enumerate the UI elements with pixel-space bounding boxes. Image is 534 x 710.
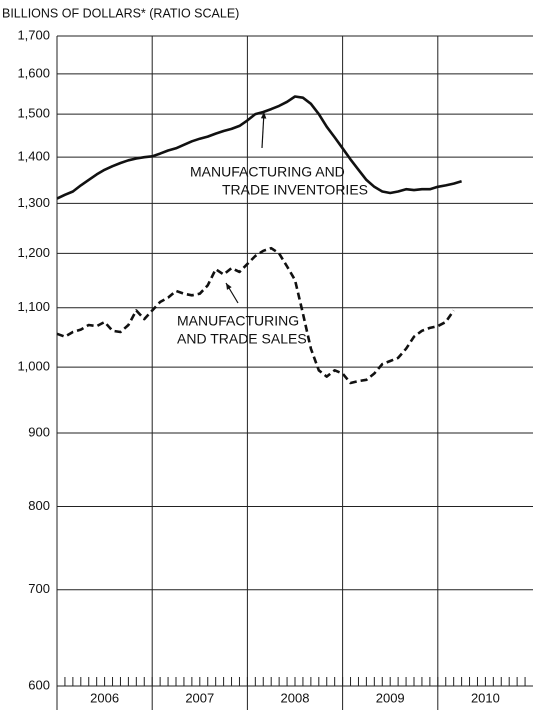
y-tick-label: 1,600 [17, 65, 50, 80]
y-tick-label: 1,000 [17, 359, 50, 374]
y-tick-label: 900 [28, 424, 50, 439]
y-tick-label: 600 [28, 677, 50, 692]
series-line [56, 95, 462, 200]
arrow-head [260, 112, 267, 119]
y-tick-label: 1,500 [17, 106, 50, 121]
x-tick-label: 2007 [185, 690, 214, 705]
x-tick-label: 2009 [376, 690, 405, 705]
y-tick-label: 1,200 [17, 245, 50, 260]
series-annotation: TRADE INVENTORIES [222, 182, 368, 198]
y-tick-label: 800 [28, 498, 50, 513]
arrow-head [226, 283, 232, 290]
y-tick-label: 1,400 [17, 149, 50, 164]
y-tick-label: 1,100 [17, 299, 50, 314]
x-tick-label: 2010 [471, 690, 500, 705]
y-tick-label: 700 [28, 581, 50, 596]
x-tick-label: 2006 [90, 690, 119, 705]
y-tick-label: 1,700 [17, 27, 50, 42]
x-tick-label: 2008 [281, 690, 310, 705]
series-annotation: MANUFACTURING [177, 313, 299, 329]
series-annotation: AND TRADE SALES [177, 331, 307, 347]
y-tick-label: 1,300 [17, 195, 50, 210]
y-axis-label: BILLIONS OF DOLLARS* (RATIO SCALE) [2, 6, 239, 20]
series-annotation: MANUFACTURING AND [190, 164, 345, 180]
series-line [56, 246, 455, 385]
